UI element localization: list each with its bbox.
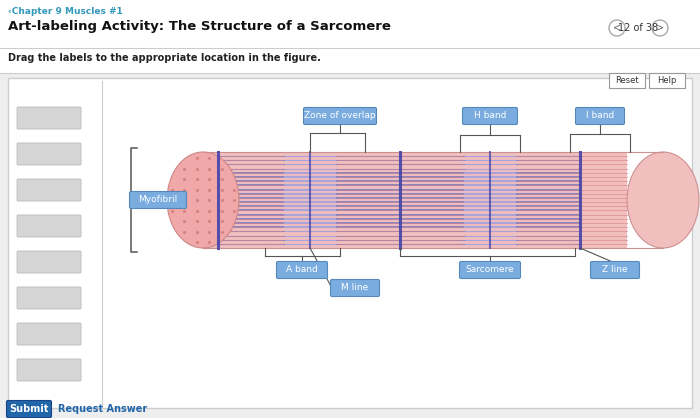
FancyBboxPatch shape (17, 215, 81, 237)
FancyBboxPatch shape (17, 107, 81, 129)
FancyBboxPatch shape (17, 251, 81, 273)
FancyBboxPatch shape (609, 73, 645, 88)
FancyBboxPatch shape (8, 78, 692, 408)
FancyBboxPatch shape (17, 287, 81, 309)
Text: <: < (613, 23, 621, 33)
FancyBboxPatch shape (17, 323, 81, 345)
FancyBboxPatch shape (459, 262, 521, 278)
FancyBboxPatch shape (649, 73, 685, 88)
Bar (0, 404, 700, 418)
Text: Submit: Submit (9, 404, 49, 414)
Bar (0, 73, 700, 418)
FancyBboxPatch shape (591, 262, 640, 278)
Bar (0, 0, 700, 48)
FancyBboxPatch shape (575, 107, 624, 125)
Bar (203, 152, 627, 248)
FancyBboxPatch shape (330, 280, 379, 296)
Text: Sarcomere: Sarcomere (466, 265, 514, 275)
FancyBboxPatch shape (276, 262, 328, 278)
Text: I band: I band (586, 112, 614, 120)
Text: Help: Help (657, 76, 677, 85)
FancyBboxPatch shape (463, 107, 517, 125)
Text: M line: M line (342, 283, 369, 293)
Text: Request Answer: Request Answer (58, 404, 147, 414)
Text: 12 of 38: 12 of 38 (618, 23, 658, 33)
Text: A band: A band (286, 265, 318, 275)
Text: Reset: Reset (615, 76, 639, 85)
Text: Art-labeling Activity: The Structure of a Sarcomere: Art-labeling Activity: The Structure of … (8, 20, 391, 33)
FancyBboxPatch shape (17, 143, 81, 165)
Ellipse shape (627, 152, 699, 248)
FancyBboxPatch shape (304, 107, 377, 125)
Text: Drag the labels to the appropriate location in the figure.: Drag the labels to the appropriate locat… (8, 53, 321, 63)
Text: ‹Chapter 9 Muscles #1: ‹Chapter 9 Muscles #1 (8, 7, 122, 16)
Text: Zone of overlap: Zone of overlap (304, 112, 376, 120)
FancyBboxPatch shape (130, 191, 186, 209)
Text: H band: H band (474, 112, 506, 120)
Bar (12, 81, 100, 406)
FancyBboxPatch shape (6, 400, 52, 418)
FancyBboxPatch shape (17, 179, 81, 201)
Ellipse shape (167, 152, 239, 248)
Text: Z line: Z line (602, 265, 628, 275)
FancyBboxPatch shape (17, 359, 81, 381)
Text: Myofibril: Myofibril (139, 196, 178, 204)
Bar (0, 48, 700, 73)
Text: >: > (656, 23, 664, 33)
